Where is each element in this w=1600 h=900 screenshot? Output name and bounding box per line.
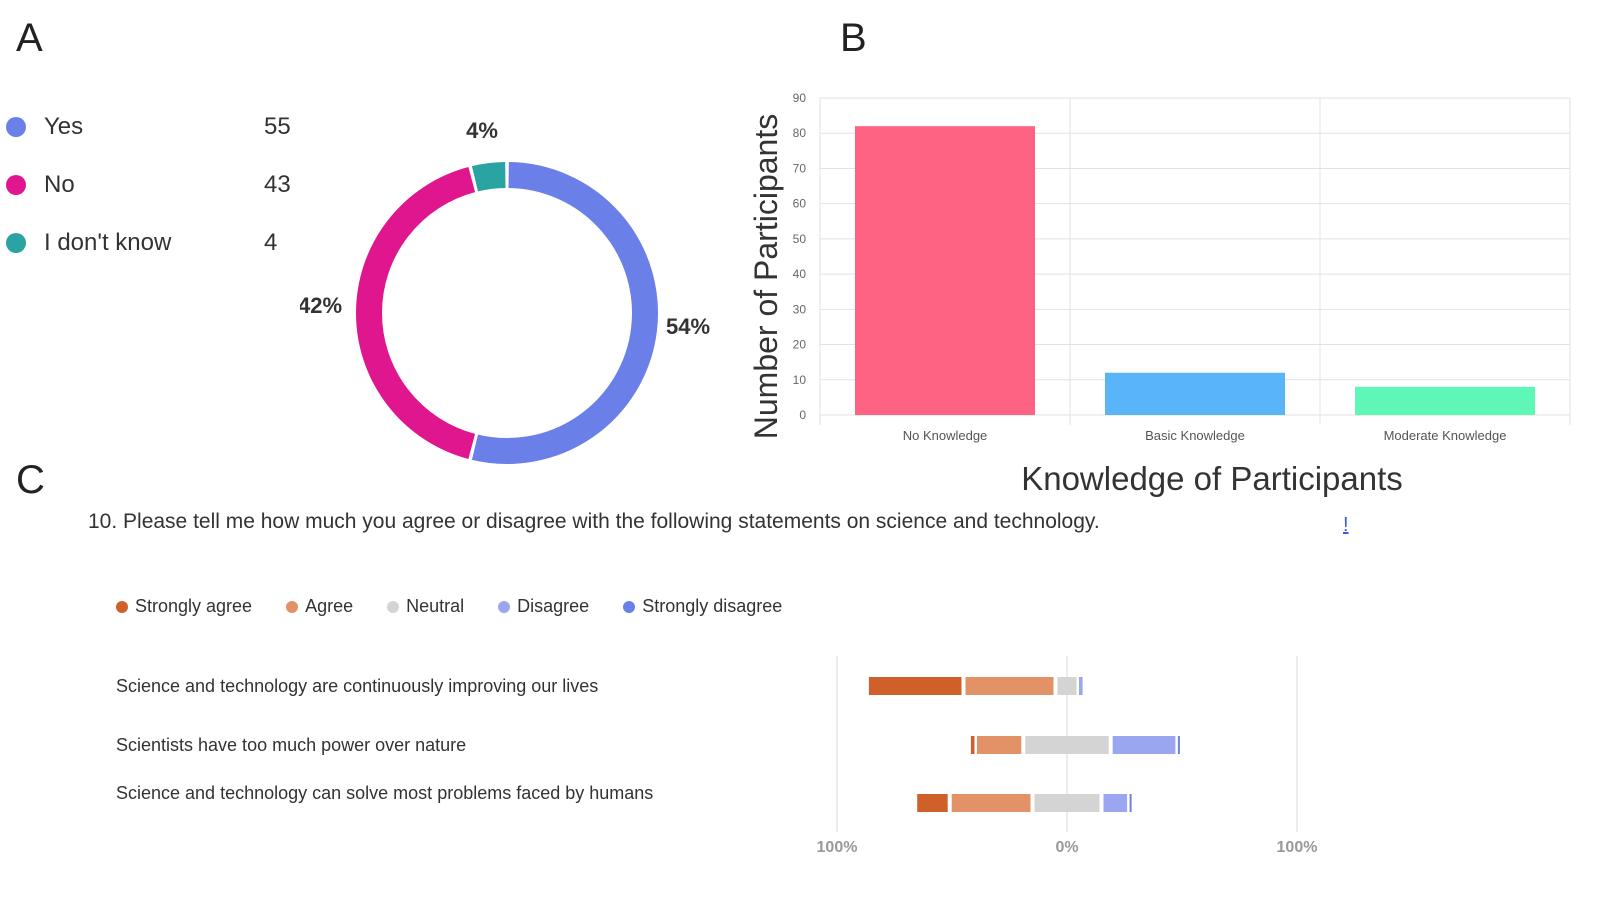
- legend-item-neutral: Neutral: [387, 596, 464, 617]
- panel-label-b: B: [840, 16, 867, 60]
- likert-segment: [917, 794, 948, 812]
- bar-2: [1355, 386, 1535, 415]
- y-tick-label: 70: [793, 161, 807, 175]
- donut-chart: 54% 42% 4%: [300, 118, 710, 464]
- donut-slice-2: [471, 162, 506, 192]
- question-title: 10. Please tell me how much you agree or…: [88, 510, 1100, 533]
- x-tick-label: No Knowledge: [903, 428, 988, 443]
- panel-label-c: C: [16, 458, 45, 502]
- legend-label: I don't know: [44, 229, 172, 256]
- legend-label: Disagree: [517, 596, 590, 616]
- legend-label: Agree: [305, 596, 354, 616]
- likert-segment: [1129, 794, 1132, 812]
- legend-label: No: [44, 171, 75, 198]
- bar-0: [855, 126, 1035, 415]
- statement-label: Science and technology are continuously …: [116, 676, 599, 696]
- legend-count: 43: [264, 171, 291, 198]
- legend-item-dont-know: I don't know 4: [6, 214, 306, 272]
- statement-label: Science and technology can solve most pr…: [116, 783, 654, 803]
- legend-swatch: [286, 600, 299, 613]
- likert-segment: [1177, 736, 1180, 754]
- donut-percent-label: 4%: [466, 118, 498, 143]
- y-tick-label: 40: [793, 267, 807, 281]
- likert-segment: [1103, 794, 1128, 812]
- likert-legend: Strongly agree Agree Neutral Disagree St…: [116, 596, 816, 617]
- donut-slice-0: [471, 162, 658, 464]
- y-tick-label: 30: [793, 302, 807, 316]
- y-tick-label: 80: [793, 126, 807, 140]
- x-tick-label: Moderate Knowledge: [1384, 428, 1507, 443]
- y-tick-label: 0: [799, 408, 806, 422]
- legend-swatch: [387, 600, 400, 613]
- likert-segment: [965, 677, 1054, 695]
- legend-swatch-yes: [6, 117, 26, 137]
- legend-swatch-no: [6, 175, 26, 195]
- x-tick-label: 100%: [817, 839, 858, 856]
- legend-swatch: [116, 600, 128, 613]
- likert-segment: [1112, 736, 1176, 754]
- legend-item-strongly-agree: Strongly agree: [116, 596, 252, 617]
- x-tick-label: 100%: [1277, 839, 1318, 856]
- likert-segment: [1034, 794, 1100, 812]
- y-axis-title: Number of Participants: [748, 114, 784, 439]
- donut-slice-1: [356, 167, 476, 459]
- likert-segment: [951, 794, 1031, 812]
- likert-segment: [1025, 736, 1109, 754]
- legend-swatch: [623, 600, 636, 613]
- legend-label: Neutral: [406, 596, 465, 616]
- legend-item-yes: Yes 55: [6, 98, 306, 156]
- x-tick-label: Basic Knowledge: [1145, 428, 1245, 443]
- likert-segment: [1079, 677, 1083, 695]
- y-tick-label: 90: [793, 91, 807, 105]
- y-tick-label: 60: [793, 197, 807, 211]
- legend-item-strongly-disagree: Strongly disagree: [623, 596, 782, 617]
- legend-swatch-dont-know: [6, 233, 26, 253]
- likert-segment: [977, 736, 1022, 754]
- y-tick-label: 50: [793, 232, 807, 246]
- x-axis-title: Knowledge of Participants: [1021, 460, 1403, 497]
- legend-label: Yes: [44, 113, 84, 140]
- bar-chart: 0 10 20 30 40 50 60 70 80 90 No Knowledge Basic Kno…: [748, 91, 1571, 497]
- legend-label: Strongly disagree: [642, 596, 783, 616]
- x-tick-label: 0%: [1055, 839, 1078, 856]
- legend-count: 4: [264, 229, 278, 256]
- legend-label: Strongly agree: [135, 596, 253, 616]
- y-tick-label: 10: [793, 373, 807, 387]
- statement-label: Scientists have too much power over natu…: [116, 735, 467, 755]
- panel-label-a: A: [16, 16, 43, 60]
- legend-item-disagree: Disagree: [498, 596, 589, 617]
- likert-segment: [1057, 677, 1077, 695]
- donut-percent-label: 42%: [300, 293, 342, 318]
- likert-chart: 100% 0% 100%: [817, 656, 1318, 856]
- legend-count: 55: [264, 113, 291, 140]
- donut-percent-label: 54%: [666, 314, 710, 339]
- bar-1: [1105, 372, 1285, 415]
- y-tick-label: 20: [793, 338, 807, 352]
- legend-swatch: [498, 600, 511, 613]
- likert-segment: [868, 677, 962, 695]
- question-info-link[interactable]: !: [1343, 514, 1349, 536]
- legend-item-no: No 43: [6, 156, 306, 214]
- legend-item-agree: Agree: [286, 596, 353, 617]
- likert-segment: [970, 736, 975, 754]
- pie-legend: Yes 55 No 43 I don't know 4: [6, 98, 306, 272]
